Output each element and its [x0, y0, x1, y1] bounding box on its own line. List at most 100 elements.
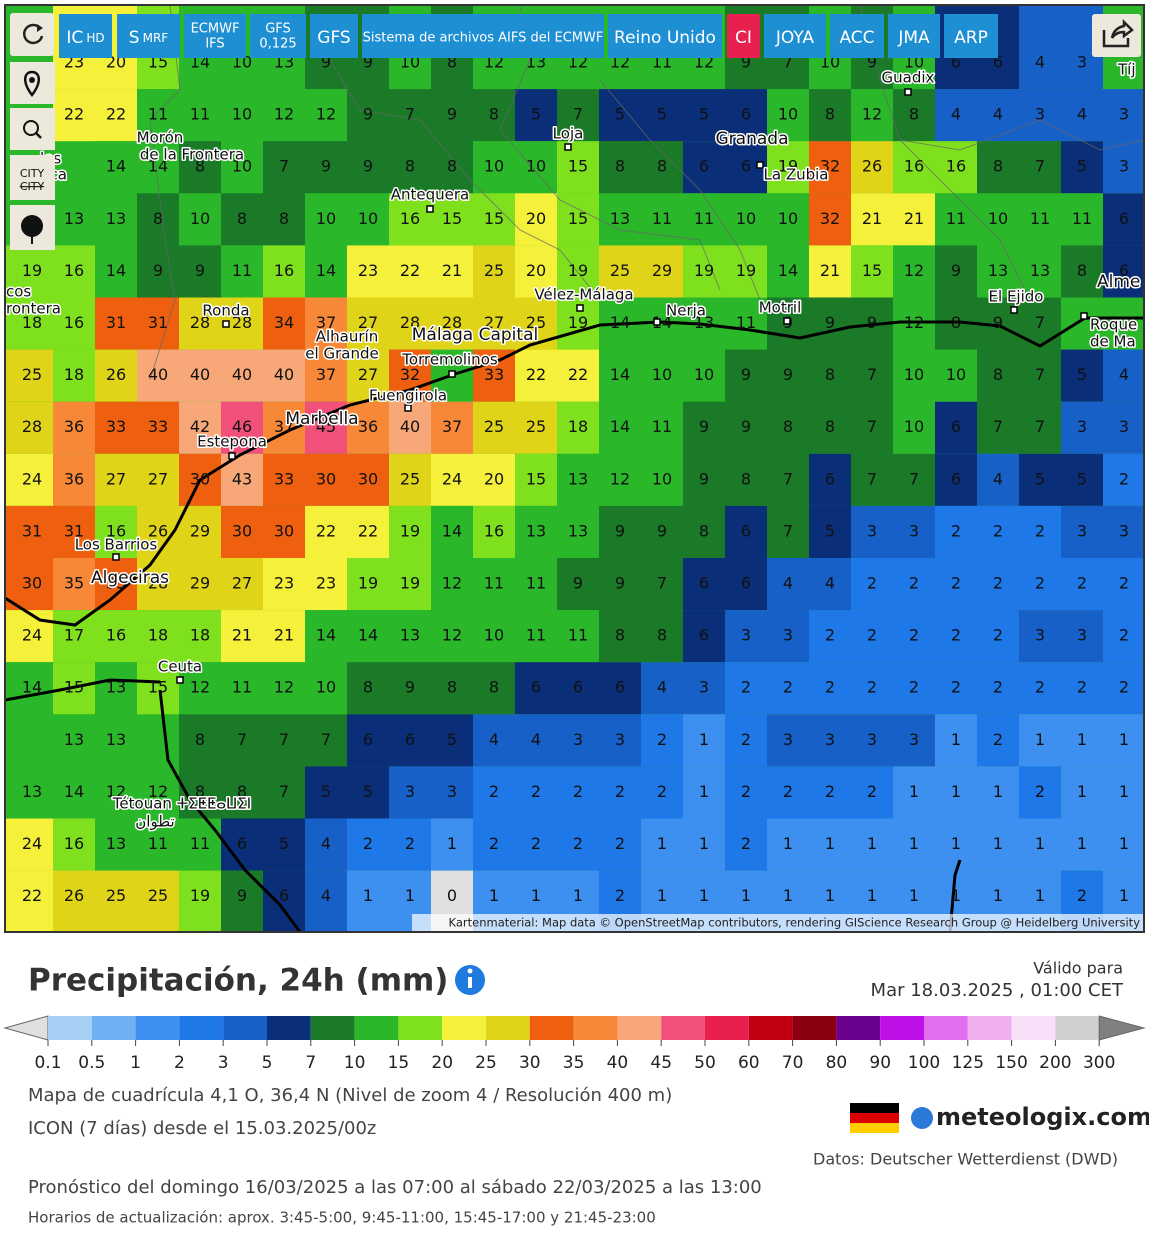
toolbar-button[interactable] — [59, 14, 112, 58]
toolbar-button[interactable] — [727, 14, 760, 58]
precip-value: 7 — [1035, 365, 1045, 384]
legend-swatch — [91, 1016, 136, 1040]
precip-value: 22 — [526, 365, 546, 384]
button-label: Reino Unido — [614, 28, 716, 48]
legend-label: 2 — [174, 1053, 185, 1073]
precip-cell — [977, 401, 1019, 454]
precip-cell — [53, 766, 95, 819]
toolbar-button[interactable] — [764, 14, 826, 58]
precip-value: 13 — [64, 730, 84, 749]
precip-value: 7 — [783, 521, 793, 540]
share-button[interactable] — [1092, 14, 1141, 57]
precip-value: 14 — [610, 313, 630, 332]
precip-cell — [53, 453, 95, 506]
precip-value: 8 — [825, 365, 835, 384]
precip-cell — [893, 297, 935, 350]
precip-cell — [893, 401, 935, 454]
precip-value: 27 — [358, 365, 378, 384]
precip-cell — [179, 558, 221, 611]
precip-value: 14 — [442, 521, 462, 540]
precip-value: 15 — [568, 157, 588, 176]
attribution-bg — [412, 914, 1144, 932]
toolbar-button[interactable] — [310, 14, 358, 58]
precip-value: 2 — [951, 678, 961, 697]
precip-cell — [53, 818, 95, 871]
zoom-button[interactable] — [10, 108, 55, 150]
precip-value: 26 — [148, 521, 168, 540]
precip-value: 7 — [909, 469, 919, 488]
precip-value: 8 — [615, 626, 625, 645]
refresh-button[interactable] — [10, 13, 54, 56]
toolbar-button[interactable] — [888, 14, 940, 58]
precip-cell — [893, 766, 935, 819]
logo[interactable]: meteologix.com — [936, 1103, 1149, 1131]
legend-label: 100 — [908, 1053, 940, 1073]
precip-value: 22 — [358, 521, 378, 540]
city-button[interactable] — [10, 155, 55, 200]
precip-cell — [725, 610, 767, 663]
precip-cell — [53, 193, 95, 246]
precip-cell — [1103, 141, 1144, 194]
toolbar-button[interactable] — [184, 14, 246, 58]
precip-value: 6 — [951, 469, 961, 488]
precip-value: 2 — [1119, 626, 1129, 645]
precip-value: 9 — [741, 53, 751, 72]
precip-cell — [5, 401, 53, 454]
precip-cell — [305, 610, 347, 663]
precip-value: 14 — [22, 678, 42, 697]
precip-cell — [389, 558, 431, 611]
toolbar-button[interactable] — [608, 14, 722, 58]
precip-value: 10 — [484, 626, 504, 645]
toolbar-button[interactable] — [944, 14, 998, 58]
precip-value: 14 — [652, 313, 672, 332]
toolbar-button[interactable] — [362, 14, 604, 58]
precip-value: 14 — [358, 626, 378, 645]
precip-cell — [1019, 5, 1061, 90]
button-label: IFS — [205, 37, 224, 52]
precip-value: 1 — [909, 782, 919, 801]
precip-cell — [935, 401, 977, 454]
precip-cell — [221, 558, 263, 611]
precip-value: 8 — [489, 678, 499, 697]
precip-cell — [767, 245, 809, 298]
precip-cell — [725, 662, 767, 715]
precip-value: 1 — [867, 834, 877, 853]
toolbar-button[interactable] — [250, 14, 306, 58]
toolbar-button[interactable] — [117, 14, 180, 58]
precip-value: 12 — [610, 469, 630, 488]
precip-cell — [641, 401, 683, 454]
precip-cell — [221, 766, 263, 819]
precip-cell — [599, 558, 641, 611]
precip-cell — [683, 818, 725, 871]
precip-value: 1 — [699, 730, 709, 749]
precip-cell — [1019, 558, 1061, 611]
toolbar-button[interactable] — [830, 14, 884, 58]
precip-value: 7 — [783, 469, 793, 488]
precip-value: 13 — [694, 313, 714, 332]
precip-value: 6 — [1119, 261, 1129, 280]
precip-cell — [473, 89, 515, 142]
precip-value: 3 — [615, 730, 625, 749]
precip-cell — [641, 141, 683, 194]
precip-cell — [95, 662, 137, 715]
precip-cell — [557, 558, 599, 611]
map[interactable]: 23 20 15 14 10 13 9 9 10 8 12 13 12 12 11 12 9 7 10 9 10 6 6 4 3… — [5, 5, 1144, 932]
city-label: Alhaurín — [316, 328, 378, 346]
precip-value: 37 — [274, 417, 294, 436]
precip-cell — [389, 714, 431, 767]
precip-cell — [809, 818, 851, 871]
precip-value: 8 — [951, 313, 961, 332]
locate-button[interactable] — [10, 62, 55, 104]
precip-cell — [557, 89, 599, 142]
precip-cell — [5, 505, 53, 558]
precip-cell — [1019, 401, 1061, 454]
precip-cell — [851, 193, 893, 246]
precip-value: 3 — [1077, 417, 1087, 436]
precip-value: 10 — [652, 469, 672, 488]
precip-cell — [851, 714, 893, 767]
precip-cell — [515, 453, 557, 506]
precip-cell — [1019, 714, 1061, 767]
precip-value: 2 — [531, 834, 541, 853]
precip-cell — [263, 558, 305, 611]
precip-cell — [515, 349, 557, 402]
